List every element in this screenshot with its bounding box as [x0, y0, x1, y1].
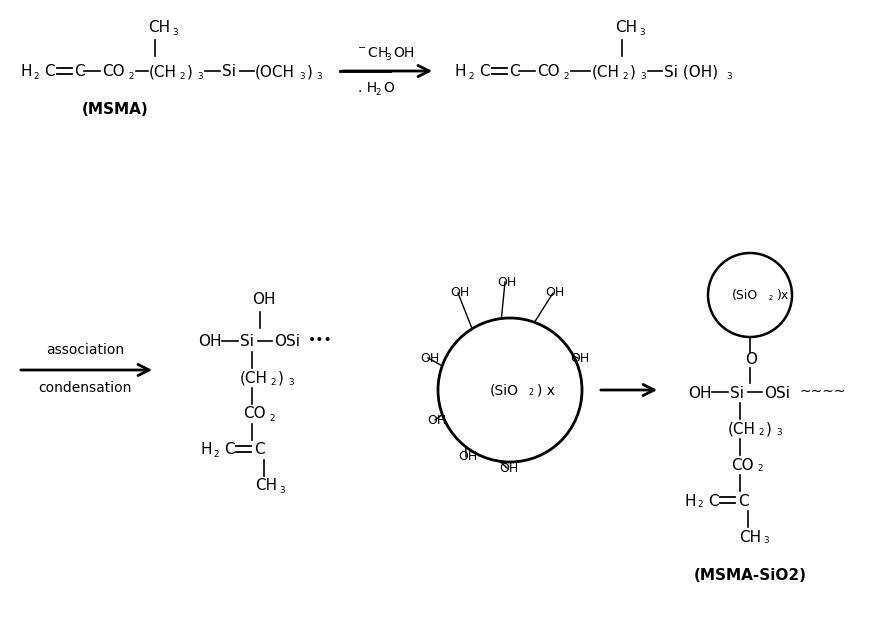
Text: $_2$: $_2$	[179, 69, 186, 82]
Text: $_2$: $_2$	[213, 447, 220, 460]
Text: ∼∼∼∼: ∼∼∼∼	[800, 384, 846, 398]
Text: $_2$: $_2$	[758, 425, 765, 438]
Text: condensation: condensation	[39, 381, 131, 395]
Text: $_2$: $_2$	[528, 387, 534, 399]
Text: OH: OH	[450, 286, 470, 299]
Text: C: C	[224, 442, 235, 457]
Text: CO: CO	[731, 457, 753, 472]
Text: $_2$: $_2$	[33, 69, 39, 82]
Text: OSi: OSi	[764, 386, 790, 401]
Text: CO: CO	[243, 406, 265, 421]
Text: $_2$: $_2$	[622, 69, 629, 82]
Text: CO: CO	[102, 65, 124, 79]
Text: (SiO: (SiO	[490, 383, 519, 397]
Text: . H: . H	[358, 81, 378, 95]
Text: CH: CH	[615, 21, 637, 35]
Text: H: H	[684, 494, 696, 508]
Text: $_3$: $_3$	[763, 533, 770, 547]
Text: OH: OH	[499, 462, 519, 474]
Text: (CH: (CH	[240, 370, 268, 386]
Text: $_2$: $_2$	[270, 374, 277, 387]
Text: H: H	[20, 65, 32, 79]
Text: C: C	[738, 494, 749, 508]
Text: (CH: (CH	[728, 421, 756, 437]
Text: OH: OH	[198, 335, 222, 350]
Text: $_2$: $_2$	[468, 69, 475, 82]
Text: C: C	[708, 494, 718, 508]
Text: $_3$: $_3$	[385, 50, 392, 62]
Text: CO: CO	[537, 65, 560, 79]
Text: H: H	[200, 442, 211, 457]
Text: Si (OH): Si (OH)	[664, 65, 718, 79]
Text: C: C	[44, 65, 54, 79]
Text: (SiO: (SiO	[732, 289, 759, 301]
Text: $_3$: $_3$	[640, 69, 647, 82]
Text: OH: OH	[458, 450, 477, 464]
Text: C: C	[509, 65, 519, 79]
Text: O: O	[383, 81, 394, 95]
Text: ): )	[278, 370, 284, 386]
Text: $_2$: $_2$	[757, 462, 764, 474]
Text: $_2$: $_2$	[269, 411, 276, 423]
Text: $_2$: $_2$	[128, 69, 135, 82]
Text: OH: OH	[420, 352, 439, 364]
Text: H: H	[455, 65, 467, 79]
Text: OH: OH	[545, 286, 564, 299]
Text: (MSMA-SiO2): (MSMA-SiO2)	[694, 567, 807, 582]
Text: $_3$: $_3$	[299, 69, 306, 82]
Text: CH: CH	[148, 21, 170, 35]
Text: association: association	[46, 343, 124, 357]
Text: OH: OH	[688, 386, 711, 401]
Text: $_2$: $_2$	[697, 498, 703, 511]
Text: $_3$: $_3$	[316, 69, 323, 82]
Text: OH: OH	[393, 46, 414, 60]
Text: $_2$: $_2$	[768, 293, 774, 303]
Text: C: C	[74, 65, 85, 79]
Text: Si: Si	[730, 386, 744, 401]
Text: OH: OH	[497, 276, 516, 289]
Text: OH: OH	[252, 292, 275, 308]
Text: $_3$: $_3$	[776, 425, 783, 438]
Text: O: O	[745, 352, 757, 367]
Text: $_2$: $_2$	[563, 69, 569, 82]
Text: ): )	[630, 65, 636, 79]
Text: $_3$: $_3$	[726, 69, 733, 82]
Text: (CH: (CH	[149, 65, 177, 79]
Text: ): )	[766, 421, 772, 437]
Text: $_3$: $_3$	[639, 25, 646, 38]
Text: $_3$: $_3$	[288, 374, 295, 387]
Text: (CH: (CH	[592, 65, 620, 79]
Text: •••: •••	[308, 333, 333, 347]
Text: $^-$CH: $^-$CH	[355, 46, 388, 60]
Text: $_3$: $_3$	[172, 25, 179, 38]
Text: CH: CH	[739, 530, 761, 545]
Text: (MSMA): (MSMA)	[81, 103, 148, 118]
Text: ): )	[187, 65, 193, 79]
Text: ): )	[307, 65, 313, 79]
Text: ) x: ) x	[537, 383, 555, 397]
Text: )x: )x	[777, 289, 789, 301]
Text: OH: OH	[427, 413, 446, 426]
Text: $_3$: $_3$	[197, 69, 204, 82]
Text: Si: Si	[222, 65, 236, 79]
Text: OSi: OSi	[274, 335, 300, 350]
Text: C: C	[479, 65, 490, 79]
Text: $_2$: $_2$	[375, 84, 382, 97]
Text: C: C	[254, 442, 265, 457]
Text: OH: OH	[570, 352, 590, 364]
Text: $_3$: $_3$	[279, 482, 286, 496]
Text: CH: CH	[255, 479, 277, 494]
Text: (OCH: (OCH	[255, 65, 295, 79]
Text: Si: Si	[240, 335, 254, 350]
